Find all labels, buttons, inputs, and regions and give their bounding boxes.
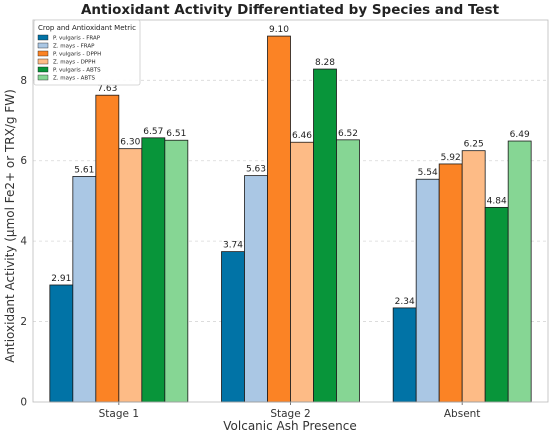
x-tick-label-1: Stage 2 bbox=[270, 408, 310, 420]
y-tick-label-1: 2 bbox=[20, 316, 27, 328]
bar-0-5 bbox=[164, 139, 189, 403]
data-label-0-3: 6.30 bbox=[120, 138, 140, 148]
legend-swatch-3 bbox=[37, 58, 49, 65]
bar-0-3 bbox=[118, 148, 143, 403]
y-tick-label-0: 0 bbox=[20, 397, 27, 409]
bar-2-5 bbox=[507, 140, 532, 403]
legend-box bbox=[33, 19, 141, 86]
data-label-1-1: 5.63 bbox=[246, 165, 266, 175]
data-label-2-0: 2.34 bbox=[395, 297, 415, 307]
data-label-1-5: 6.52 bbox=[338, 129, 358, 139]
data-label-1-2: 9.10 bbox=[269, 25, 289, 35]
bar-2-2 bbox=[438, 163, 463, 403]
legend-entry-2: P. vulgaris - DPPH bbox=[53, 52, 101, 58]
legend-entry-4: P. vulgaris - ABTS bbox=[53, 68, 101, 74]
data-label-2-1: 5.54 bbox=[418, 168, 438, 178]
bar-1-5 bbox=[336, 139, 360, 403]
y-tick-label-4: 8 bbox=[20, 75, 27, 87]
bar-0-4 bbox=[141, 137, 166, 403]
data-label-0-4: 6.57 bbox=[143, 127, 163, 137]
data-label-0-5: 6.51 bbox=[166, 129, 186, 139]
bar-2-0 bbox=[392, 307, 417, 403]
legend-entry-3: Z. mays - DPPH bbox=[53, 60, 96, 66]
x-tick-label-0: Stage 1 bbox=[99, 408, 139, 420]
data-label-2-2: 5.92 bbox=[441, 153, 461, 163]
plot-frame bbox=[32, 19, 549, 403]
data-labels: 2.91 5.61 7.63 6.306.57 6.51 3.74 5.63 9.10 6.46… bbox=[51, 25, 530, 307]
bar-1-1 bbox=[244, 175, 268, 403]
data-label-1-3: 6.46 bbox=[292, 131, 312, 141]
data-label-2-3: 6.25 bbox=[464, 140, 484, 150]
data-label-2-5: 6.49 bbox=[510, 130, 530, 140]
data-label-1-0: 3.74 bbox=[223, 241, 243, 251]
legend-swatch-0 bbox=[37, 34, 49, 41]
data-label-0-2: 7.63 bbox=[97, 84, 117, 94]
legend-swatch-2 bbox=[37, 50, 49, 57]
legend: Crop and Antioxidant Metric P. vulgaris … bbox=[33, 19, 141, 86]
bar-1-4 bbox=[313, 68, 337, 403]
data-label-0-1: 5.61 bbox=[74, 165, 94, 175]
legend-entry-0: P. vulgaris - FRAP bbox=[53, 36, 101, 42]
y-axis-label: Antioxidant Activity (μmol Fe2+ or TRX/g… bbox=[3, 89, 17, 363]
bar-2-1 bbox=[415, 178, 440, 403]
bar-0-2 bbox=[95, 94, 120, 403]
chart-title: Antioxidant Activity Differentiated by S… bbox=[81, 2, 500, 18]
bar-0-1 bbox=[72, 176, 97, 403]
legend-swatch-4 bbox=[37, 66, 49, 73]
legend-swatch-1 bbox=[37, 42, 49, 49]
axes: 0 2 4 6 8 Stage 1 Stage 2 Absent bbox=[20, 19, 549, 420]
legend-entry-1: Z. mays - FRAP bbox=[53, 44, 95, 50]
bar-1-3 bbox=[290, 141, 314, 403]
bars bbox=[49, 35, 532, 403]
data-label-0-0: 2.91 bbox=[51, 274, 71, 284]
bar-1-2 bbox=[267, 35, 291, 403]
legend-entry-5: Z. mays - ABTS bbox=[53, 76, 95, 82]
bar-1-0 bbox=[221, 251, 245, 403]
bar-2-4 bbox=[484, 206, 509, 403]
x-tick-label-2: Absent bbox=[444, 408, 481, 420]
y-tick-label-3: 6 bbox=[20, 155, 27, 167]
bar-0-0 bbox=[49, 284, 74, 403]
legend-swatch-5 bbox=[37, 74, 49, 81]
legend-title: Crop and Antioxidant Metric bbox=[38, 24, 136, 32]
x-axis-label: Volcanic Ash Presence bbox=[223, 419, 356, 433]
data-label-2-4: 4.84 bbox=[487, 196, 507, 206]
y-tick-label-2: 4 bbox=[20, 236, 27, 248]
bar-2-3 bbox=[461, 150, 486, 403]
data-label-1-4: 8.28 bbox=[315, 58, 335, 68]
